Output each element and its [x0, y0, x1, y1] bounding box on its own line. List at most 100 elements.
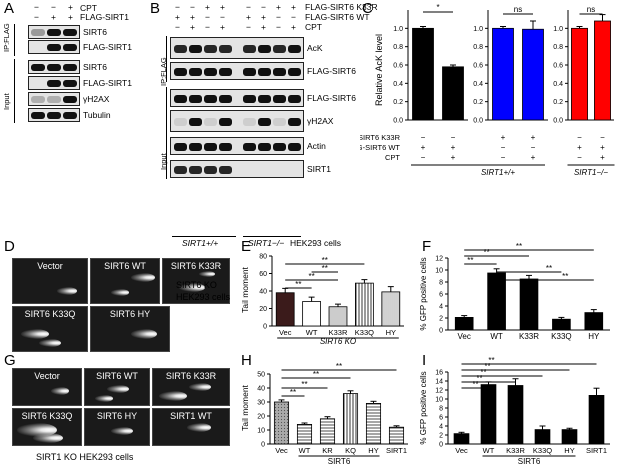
chart-h: 0 10 20 30 40 50 Vec WT KR KQ HY SIRT1 Tail moment **… [240, 362, 408, 466]
comet-image: SIRT6 HY [84, 408, 150, 446]
sign-cpt: + [68, 2, 73, 12]
d-caption-2: HEK293 cells [176, 292, 231, 302]
sign: + [205, 2, 210, 12]
blot-band [63, 44, 77, 51]
blot-label: AcK [307, 43, 323, 53]
blot-band [189, 45, 202, 53]
sig-label: ** [322, 256, 328, 265]
blot-band [189, 118, 202, 126]
panel-letter-c: C [362, 0, 373, 17]
comet-image-label: SIRT6 WT [96, 371, 138, 381]
blot-label: γH2AX [307, 116, 334, 126]
sign: − [246, 22, 251, 32]
blot-label: γH2AX [83, 94, 110, 104]
blot-strip [28, 76, 80, 90]
y-tick-label: 0.6 [473, 63, 483, 70]
blot-band [47, 29, 61, 36]
blot-band [273, 68, 286, 76]
y-tick-label: 2 [439, 433, 443, 440]
y-tick-label: 0.0 [393, 118, 403, 125]
bar [442, 66, 464, 121]
comet [189, 383, 211, 391]
comet-image: SIRT6 K33R [162, 258, 230, 304]
sign: + [451, 153, 456, 162]
blot-band [243, 143, 256, 151]
sign-flag: − [34, 12, 39, 22]
blot-band [47, 96, 61, 103]
comet-image-label: SIRT6 HY [96, 411, 138, 421]
blot-label: SIRT6 [83, 62, 107, 72]
blot-band [204, 68, 217, 76]
y-tick-label: 40 [257, 386, 265, 393]
panel-letter-g: G [4, 352, 16, 369]
input-bracket [14, 59, 15, 123]
panel-letter-d: D [4, 238, 15, 255]
y-tick-label: 50 [257, 372, 265, 379]
y-tick-label: 0.2 [473, 99, 483, 106]
sign: − [246, 2, 251, 12]
sign: + [291, 2, 296, 12]
x-axis-label: SIRT6 [328, 457, 351, 466]
blot-band [174, 166, 187, 174]
panel-letter-e: E [241, 238, 252, 255]
y-tick-label: 80 [259, 254, 267, 261]
blot-band [63, 29, 77, 36]
row-label: FLAG-SIRT6 K33R [360, 133, 401, 142]
blot-band [288, 118, 301, 126]
bar [388, 426, 405, 445]
ip-label: IP:FLAG [2, 23, 11, 52]
panel-letter-f: F [422, 238, 432, 255]
y-tick-label: 0.2 [393, 99, 403, 106]
sig-label: ** [546, 264, 552, 273]
blot-band [288, 95, 301, 103]
ip-bracket [166, 36, 167, 82]
panel-letter-b: B [150, 0, 161, 17]
x-tick-label: WT [306, 328, 318, 337]
sig-label: ** [480, 368, 486, 377]
bar [273, 401, 290, 445]
x-tick-label: K33Q [533, 446, 552, 455]
x-tick-label: K33R [519, 332, 539, 341]
blot-label: FLAG-SIRT6 [307, 93, 356, 103]
chart-c: 0.0 0.2 0.4 0.6 0.8 1.0 0.0 0.2 0.4 0.6 0.8 1.0 0.0 0… [360, 3, 615, 177]
bar [454, 317, 474, 331]
sign: + [175, 12, 180, 22]
comet-image-label: SIRT6 K33Q [21, 411, 73, 421]
x-tick-label: K33R [506, 446, 525, 455]
chart-i: 0 2 4 6 8 10 12 14 16 Vec WT K33R K33Q HY SIRT1 % GFP p… [419, 356, 610, 466]
blot-strip [28, 25, 80, 39]
y-tick-label: 20 [257, 414, 265, 421]
x-tick-label: KR [322, 446, 333, 455]
bar [319, 418, 336, 445]
y-tick-label: 0.8 [553, 44, 563, 51]
blot-strip [170, 89, 304, 107]
y-tick-label: 10 [435, 397, 443, 404]
row-label: CPT [305, 22, 322, 32]
comet-image: SIRT6 WT [84, 368, 150, 406]
bar [381, 291, 401, 327]
sig-label: ** [484, 362, 490, 371]
comet [39, 339, 61, 347]
sig-label: ** [301, 380, 307, 389]
comet [179, 283, 205, 292]
blot-band [31, 112, 45, 119]
blot-label: SIRT6 [83, 27, 107, 37]
blot-label: SIRT1 [307, 164, 331, 174]
sig-label: ** [308, 272, 314, 281]
blot-strip [170, 110, 304, 132]
blot-band [219, 143, 232, 151]
bar [552, 318, 571, 331]
row-label: FLAG-SIRT6 WT [360, 143, 400, 152]
sig-label: ns [587, 5, 595, 14]
comet [21, 329, 49, 339]
y-tick-label: 4 [439, 424, 443, 431]
blot-band [63, 80, 77, 87]
blot-strip [28, 40, 80, 54]
bar [594, 20, 611, 121]
y-axis-label: Tail moment [240, 384, 250, 430]
x-tick-label: HY [588, 332, 600, 341]
y-tick-label: 16 [435, 370, 443, 377]
blot-band [204, 45, 217, 53]
blot-band [204, 143, 217, 151]
